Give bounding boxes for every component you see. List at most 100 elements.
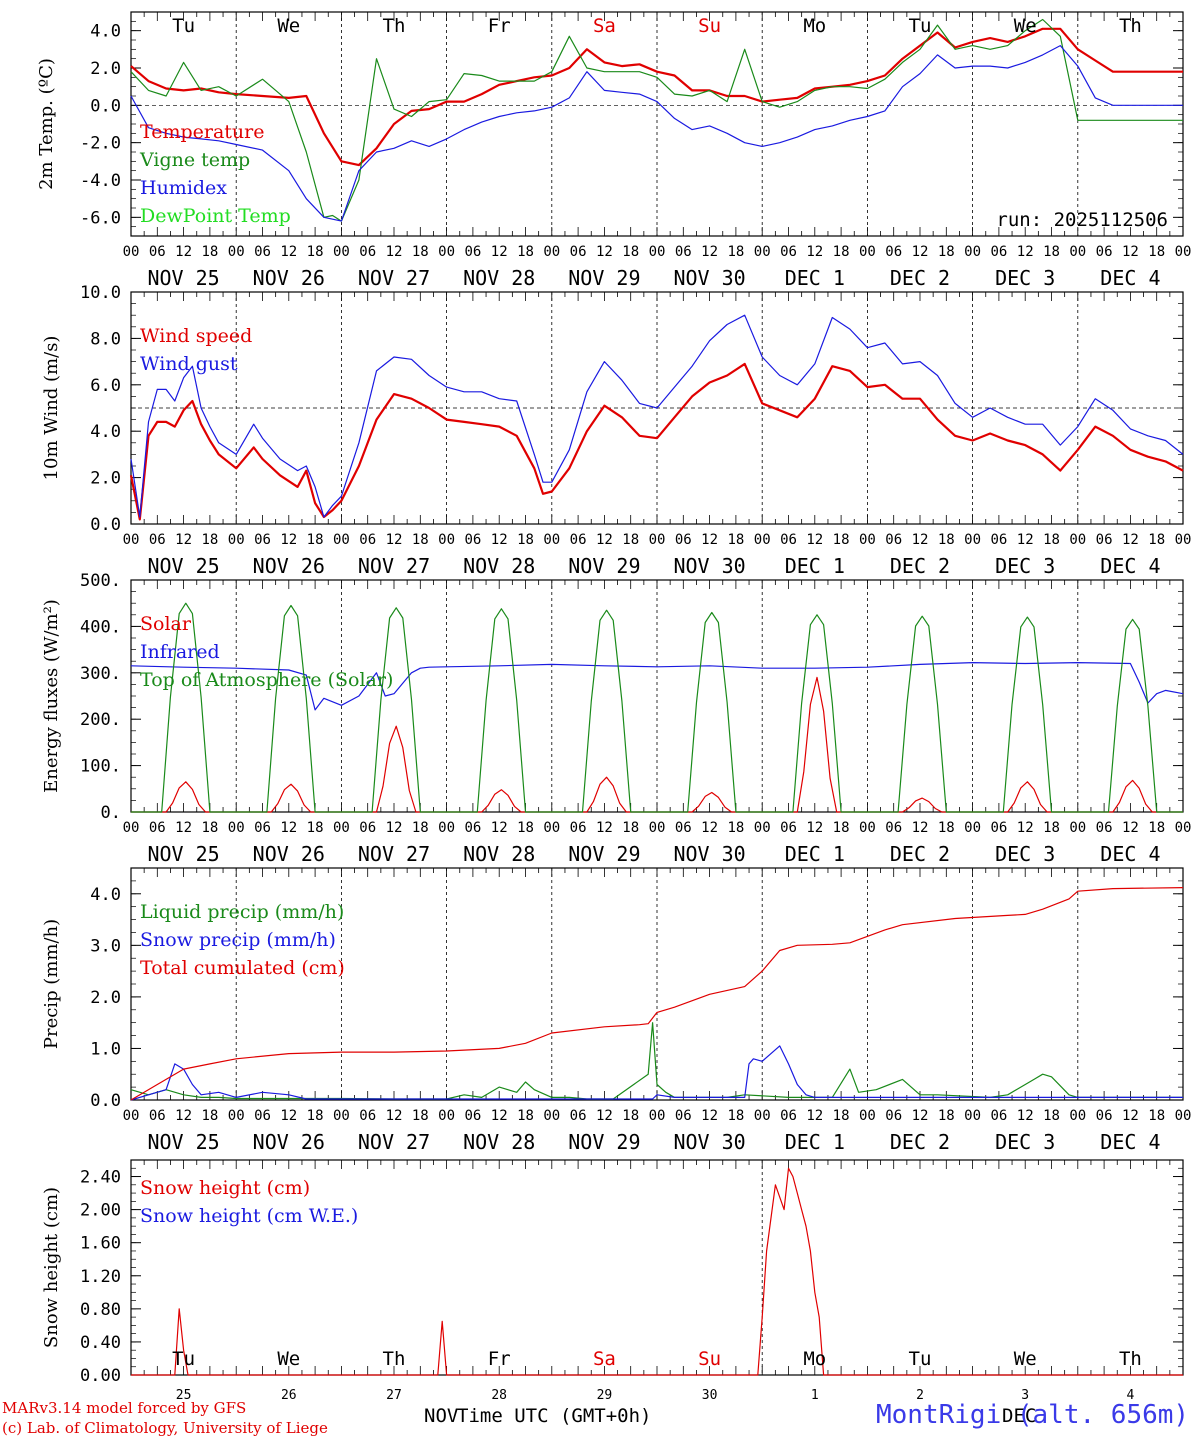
hour-label: 18: [1148, 1108, 1165, 1124]
hour-label: 12: [1122, 532, 1139, 548]
hour-label: 12: [491, 244, 508, 260]
weekday-label: Tu: [172, 1348, 195, 1370]
legend-entry: Snow height (cm W.E.): [140, 1205, 358, 1227]
hour-label: 00: [649, 244, 666, 260]
hour-label: 06: [149, 1108, 166, 1124]
y-tick-label: 8.0: [90, 329, 121, 349]
hour-label: 00: [543, 1108, 560, 1124]
date-label: NOV 29: [568, 554, 640, 578]
hour-label: 18: [307, 1108, 324, 1124]
date-label: DEC 4: [1100, 554, 1160, 578]
hour-label: 06: [990, 244, 1007, 260]
hour-label: 18: [517, 532, 534, 548]
y-tick-label: 200.: [80, 710, 121, 730]
hour-label: 18: [517, 1108, 534, 1124]
hour-label: 18: [833, 244, 850, 260]
y-tick-label: 4.0: [90, 422, 121, 442]
hour-label: 06: [885, 820, 902, 836]
date-label: DEC 3: [995, 1130, 1055, 1154]
hour-label: 00: [228, 244, 245, 260]
date-label: DEC 1: [785, 554, 845, 578]
hour-label: 12: [596, 1108, 613, 1124]
legend-entry: DewPoint Temp: [140, 205, 291, 227]
day-number-label: 29: [597, 1388, 613, 1403]
hour-label: 12: [175, 1108, 192, 1124]
hour-label: 06: [254, 532, 271, 548]
date-label: NOV 25: [147, 554, 219, 578]
hour-label: 12: [806, 532, 823, 548]
date-label: NOV 30: [673, 554, 745, 578]
hour-label: 18: [1043, 1108, 1060, 1124]
hour-label: 00: [964, 820, 981, 836]
date-label: NOV 27: [358, 554, 430, 578]
hour-label: 00: [123, 820, 140, 836]
legend-entry: Temperature: [140, 121, 264, 143]
hour-label: 12: [175, 820, 192, 836]
hour-label: 00: [123, 244, 140, 260]
hour-label: 06: [464, 820, 481, 836]
hour-label: 12: [280, 532, 297, 548]
y-tick-label: 0.40: [80, 1333, 121, 1353]
y-tick-label: 3.0: [90, 936, 121, 956]
hour-label: 06: [254, 820, 271, 836]
weekday-label: Mo: [803, 15, 826, 37]
y-tick-label: 400.: [80, 617, 121, 637]
hour-label: 00: [438, 820, 455, 836]
date-label: DEC 2: [890, 554, 950, 578]
hour-label: 18: [727, 1108, 744, 1124]
hour-label: 00: [859, 820, 876, 836]
hour-label: 06: [990, 1108, 1007, 1124]
hour-label: 12: [280, 244, 297, 260]
hour-label: 00: [438, 1108, 455, 1124]
hour-label: 00: [649, 820, 666, 836]
chart-panel-1: [130, 11, 1184, 237]
hour-label: 00: [859, 244, 876, 260]
y-tick-label: 0.80: [80, 1300, 121, 1320]
date-label: NOV 27: [358, 842, 430, 866]
date-label: DEC 3: [995, 554, 1055, 578]
hour-label: 00: [543, 244, 560, 260]
hour-label: 12: [912, 1108, 929, 1124]
weekday-label: Tu: [172, 15, 195, 37]
y-tick-label: 2.0: [90, 988, 121, 1008]
hour-label: 00: [649, 532, 666, 548]
hour-label: 06: [780, 820, 797, 836]
hour-label: 12: [1017, 532, 1034, 548]
hour-label: 12: [491, 532, 508, 548]
hour-label: 06: [464, 1108, 481, 1124]
hour-label: 00: [543, 532, 560, 548]
hour-label: 12: [701, 244, 718, 260]
hour-label: 06: [675, 532, 692, 548]
hour-label: 00: [754, 1108, 771, 1124]
hour-label: 12: [912, 244, 929, 260]
hour-label: 06: [570, 532, 587, 548]
hour-label: 06: [990, 820, 1007, 836]
hour-label: 06: [1096, 244, 1113, 260]
y-tick-label: 500.: [80, 571, 121, 591]
y-tick-label: 0.00: [80, 1366, 121, 1386]
y-tick-label: 1.60: [80, 1234, 121, 1254]
date-label: NOV 28: [463, 266, 535, 290]
legend-entry: Snow precip (mm/h): [140, 929, 336, 951]
legend-entry: Solar: [140, 613, 192, 635]
hour-label: 00: [1069, 820, 1086, 836]
hour-label: 00: [1175, 244, 1192, 260]
hour-label: 00: [333, 1108, 350, 1124]
y-tick-label: 0.0: [90, 96, 121, 116]
y-tick-label: 1.0: [90, 1039, 121, 1059]
hour-label: 12: [1017, 1108, 1034, 1124]
hour-label: 12: [386, 1108, 403, 1124]
date-label: DEC 3: [995, 266, 1055, 290]
series-line-temperature: [130, 27, 1183, 167]
day-number-label: 27: [386, 1388, 402, 1403]
hour-label: 12: [386, 244, 403, 260]
series-line-humidex: [130, 45, 1183, 222]
weekday-label: Su: [698, 1348, 721, 1370]
hour-label: 06: [359, 820, 376, 836]
weekday-label: We: [1014, 1348, 1037, 1370]
hour-label: 00: [228, 820, 245, 836]
hour-label: 06: [675, 1108, 692, 1124]
legend-entry: Liquid precip (mm/h): [140, 901, 344, 923]
weekday-label: We: [277, 15, 300, 37]
